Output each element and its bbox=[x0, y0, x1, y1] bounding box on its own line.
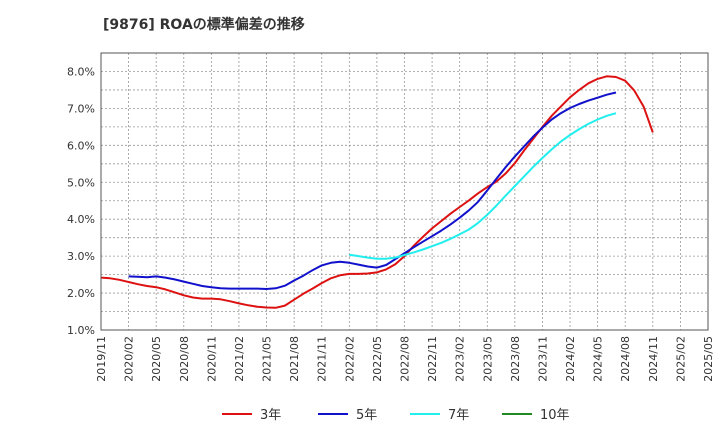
x-tick-label: 2023/11 bbox=[536, 336, 549, 382]
x-tick-label: 2020/08 bbox=[178, 336, 191, 382]
x-tick-label: 2020/11 bbox=[205, 336, 218, 382]
x-tick-label: 2021/11 bbox=[316, 336, 329, 382]
x-tick-label: 2023/08 bbox=[509, 336, 522, 382]
x-tick-label: 2020/02 bbox=[123, 336, 136, 382]
x-axis-ticks: 2019/11 2020/02 2020/05 2020/08 2020/11 2021/… bbox=[95, 336, 715, 382]
x-tick-label: 2021/02 bbox=[233, 336, 246, 382]
x-tick-label: 2021/08 bbox=[288, 336, 301, 382]
legend-label: 10年 bbox=[540, 408, 570, 423]
series-line-7年 bbox=[349, 112, 617, 260]
y-tick-label: 3.0% bbox=[67, 250, 95, 263]
series-line-3年 bbox=[100, 75, 654, 309]
chart-title: [9876] ROAの標準偏差の推移 bbox=[103, 17, 305, 33]
x-tick-label: 2021/05 bbox=[261, 336, 274, 382]
plot-border bbox=[100, 52, 709, 331]
legend: 3年 5年 7年 10年 bbox=[222, 408, 570, 423]
grid-layer bbox=[101, 52, 708, 330]
x-tick-label: 2024/02 bbox=[564, 336, 577, 382]
x-tick-label: 2022/05 bbox=[371, 336, 384, 382]
x-tick-label: 2024/08 bbox=[619, 336, 632, 382]
series-layer bbox=[100, 75, 654, 309]
y-tick-label: 4.0% bbox=[67, 213, 95, 226]
y-tick-label: 5.0% bbox=[67, 176, 95, 189]
legend-label: 3年 bbox=[260, 408, 281, 423]
y-tick-label: 2.0% bbox=[67, 287, 95, 300]
x-tick-label: 2022/02 bbox=[343, 336, 356, 382]
y-tick-label: 6.0% bbox=[67, 139, 95, 152]
y-tick-label: 1.0% bbox=[67, 324, 95, 337]
y-tick-label: 7.0% bbox=[67, 102, 95, 115]
x-tick-label: 2023/05 bbox=[481, 336, 494, 382]
x-tick-label: 2022/11 bbox=[426, 336, 439, 382]
x-tick-label: 2019/11 bbox=[95, 336, 108, 382]
x-tick-label: 2024/11 bbox=[647, 336, 660, 382]
x-tick-label: 2020/05 bbox=[150, 336, 163, 382]
y-axis-ticks: 1.0% 2.0% 3.0% 4.0% 5.0% 6.0% 7.0% 8.0% bbox=[67, 65, 95, 337]
x-tick-label: 2024/05 bbox=[592, 336, 605, 382]
x-tick-label: 2022/08 bbox=[399, 336, 412, 382]
legend-label: 7年 bbox=[448, 408, 469, 423]
x-tick-label: 2025/02 bbox=[674, 336, 687, 382]
x-tick-label: 2023/02 bbox=[454, 336, 467, 382]
legend-label: 5年 bbox=[356, 408, 377, 423]
series-line-5年 bbox=[128, 91, 617, 290]
x-tick-label: 2025/05 bbox=[702, 336, 715, 382]
y-tick-label: 8.0% bbox=[67, 65, 95, 78]
